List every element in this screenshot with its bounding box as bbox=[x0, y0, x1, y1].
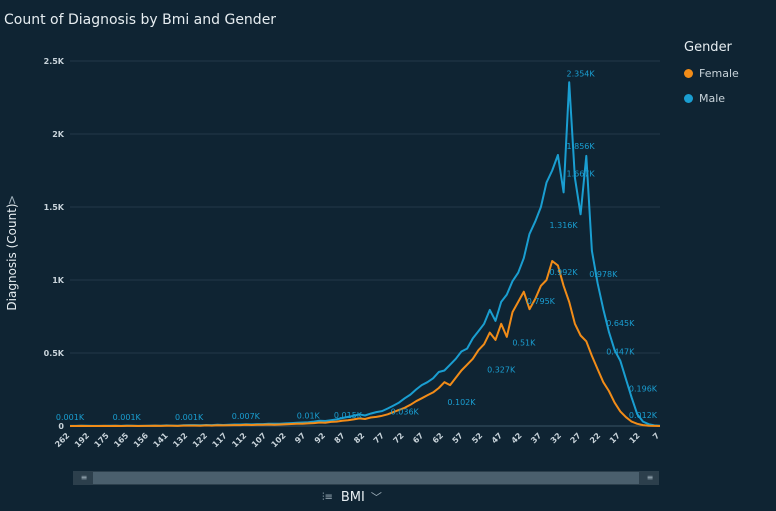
x-tick-label: 165 bbox=[112, 431, 130, 449]
data-label: 0.196K bbox=[629, 384, 658, 393]
x-tick-label: 192 bbox=[73, 431, 91, 449]
x-tick-label: 102 bbox=[270, 431, 288, 449]
y-tick-label: 2K bbox=[52, 130, 65, 139]
x-tick-label: 82 bbox=[352, 431, 366, 445]
data-label: 0.327K bbox=[487, 365, 516, 374]
x-tick-label: 87 bbox=[333, 431, 347, 445]
x-tick-label: 67 bbox=[411, 431, 425, 445]
data-label: 1.316K bbox=[549, 221, 578, 230]
scrollbar-right-handle[interactable]: ≡ bbox=[646, 473, 654, 482]
x-tick-label: 175 bbox=[93, 431, 111, 449]
x-tick-label: 156 bbox=[132, 431, 150, 449]
series-line-female bbox=[70, 260, 661, 427]
data-label: 0.001K bbox=[56, 413, 85, 422]
x-tick-label: 27 bbox=[569, 431, 583, 445]
x-tick-label: 52 bbox=[470, 431, 484, 445]
x-tick-label: 97 bbox=[293, 431, 307, 445]
data-label: 1.856K bbox=[566, 142, 595, 151]
data-label: 0.795K bbox=[527, 297, 556, 306]
data-label: 0.007K bbox=[232, 412, 261, 421]
x-tick-label: 141 bbox=[152, 431, 170, 449]
data-label: 1.667K bbox=[566, 170, 595, 179]
y-tick-label: 2.5K bbox=[44, 57, 65, 66]
x-tick-label: 47 bbox=[490, 431, 504, 445]
x-tick-label: 92 bbox=[313, 431, 327, 445]
chart-title: Count of Diagnosis by Bmi and Gender bbox=[4, 12, 277, 28]
data-label: 0.001K bbox=[113, 413, 142, 422]
x-tick-label: 132 bbox=[171, 431, 189, 449]
chevron-down-icon[interactable]: ﹀ bbox=[370, 491, 382, 504]
hierarchy-icon[interactable]: ⫶≡ bbox=[322, 491, 333, 503]
data-label: 0.645K bbox=[606, 319, 635, 328]
data-label: 0.51K bbox=[512, 339, 536, 348]
y-tick-label: 1K bbox=[52, 276, 65, 285]
female-marker-icon bbox=[684, 69, 693, 78]
y-tick-label: 0 bbox=[58, 422, 64, 431]
x-tick-label: 107 bbox=[250, 431, 268, 449]
x-tick-label: 117 bbox=[211, 431, 229, 449]
data-label: 0.015K bbox=[334, 411, 363, 420]
data-label: 0.001K bbox=[175, 413, 204, 422]
data-label: 0.992K bbox=[549, 268, 578, 277]
data-label: 0.447K bbox=[606, 348, 635, 357]
x-tick-label: 22 bbox=[588, 431, 602, 445]
x-scrollbar-thumb[interactable] bbox=[93, 472, 639, 484]
male-marker-icon bbox=[684, 94, 693, 103]
x-axis-label: BMI bbox=[340, 489, 365, 505]
x-tick-label: 112 bbox=[230, 431, 248, 449]
legend-item-female[interactable]: Female bbox=[684, 67, 739, 80]
y-tick-label: 1.5K bbox=[44, 203, 65, 212]
x-tick-label: 72 bbox=[392, 431, 406, 445]
x-tick-label: 12 bbox=[628, 431, 642, 445]
x-tick-label: 122 bbox=[191, 431, 209, 449]
x-tick-label: 37 bbox=[529, 431, 543, 445]
legend: Gender Female Male bbox=[684, 40, 739, 117]
legend-label-female: Female bbox=[699, 67, 739, 80]
scrollbar-left-handle[interactable]: ≡ bbox=[80, 473, 88, 482]
x-tick-label: 62 bbox=[431, 431, 445, 445]
legend-title: Gender bbox=[684, 40, 732, 55]
legend-label-male: Male bbox=[699, 92, 726, 105]
data-label: 0.036K bbox=[391, 408, 420, 417]
x-tick-label: 262 bbox=[53, 431, 71, 449]
x-tick-label: 17 bbox=[608, 431, 622, 445]
x-axis-title[interactable]: ⫶≡ BMI ﹀ bbox=[322, 489, 382, 505]
y-tick-label: 0.5K bbox=[44, 349, 65, 358]
data-label: 0.102K bbox=[447, 398, 476, 407]
data-label: 0.012K bbox=[629, 411, 658, 420]
data-label: 0.978K bbox=[589, 270, 618, 279]
data-label: 2.354K bbox=[566, 69, 595, 78]
x-tick-label: 7 bbox=[651, 431, 661, 441]
data-label: 0.01K bbox=[297, 412, 321, 421]
x-tick-label: 32 bbox=[549, 431, 563, 445]
x-tick-label: 42 bbox=[510, 431, 524, 445]
x-tick-label: 77 bbox=[372, 431, 386, 445]
legend-item-male[interactable]: Male bbox=[684, 92, 739, 105]
x-tick-label: 57 bbox=[451, 431, 465, 445]
